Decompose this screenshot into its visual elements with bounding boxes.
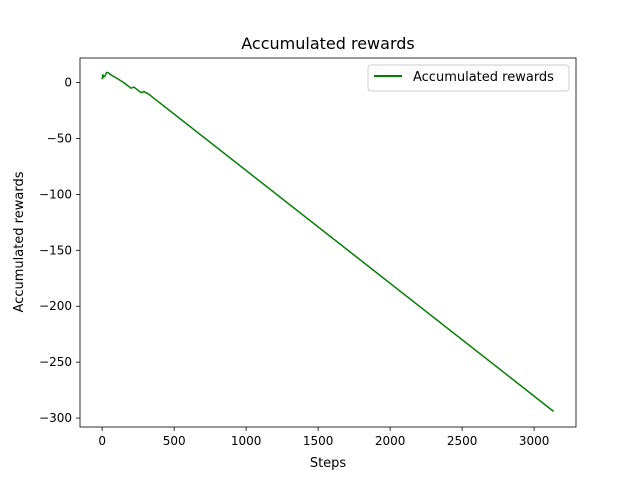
x-tick-label: 2500 <box>447 434 478 448</box>
x-tick-label: 1500 <box>303 434 334 448</box>
x-tick-label: 0 <box>98 434 106 448</box>
plot-frame <box>79 57 577 428</box>
legend-box <box>367 64 570 92</box>
x-axis-label: Steps <box>310 456 347 471</box>
series-line-0 <box>101 71 555 412</box>
y-axis-label: Accumulated rewards <box>12 171 27 312</box>
x-axis-ticks: 0 500 1000 1500 2000 2500 3000 <box>98 427 549 448</box>
y-tick-label: −250 <box>39 355 72 369</box>
y-axis-ticks: 0 −50 −100 −150 −200 −250 −300 <box>39 76 80 425</box>
y-tick-label: 0 <box>64 76 72 90</box>
legend: Accumulated rewards <box>367 64 570 92</box>
legend-label: Accumulated rewards <box>413 70 554 85</box>
x-tick-label: 2000 <box>375 434 406 448</box>
series-layer <box>101 71 555 412</box>
y-tick-label: −50 <box>47 132 72 146</box>
y-tick-label: −200 <box>39 299 72 313</box>
plot-area <box>80 58 576 427</box>
x-tick-label: 500 <box>163 434 186 448</box>
y-tick-label: −300 <box>39 411 72 425</box>
chart-title: Accumulated rewards <box>241 34 414 53</box>
x-tick-label: 3000 <box>519 434 550 448</box>
x-tick-label: 1000 <box>231 434 262 448</box>
y-tick-label: −150 <box>39 243 72 257</box>
y-tick-label: −100 <box>39 187 72 201</box>
